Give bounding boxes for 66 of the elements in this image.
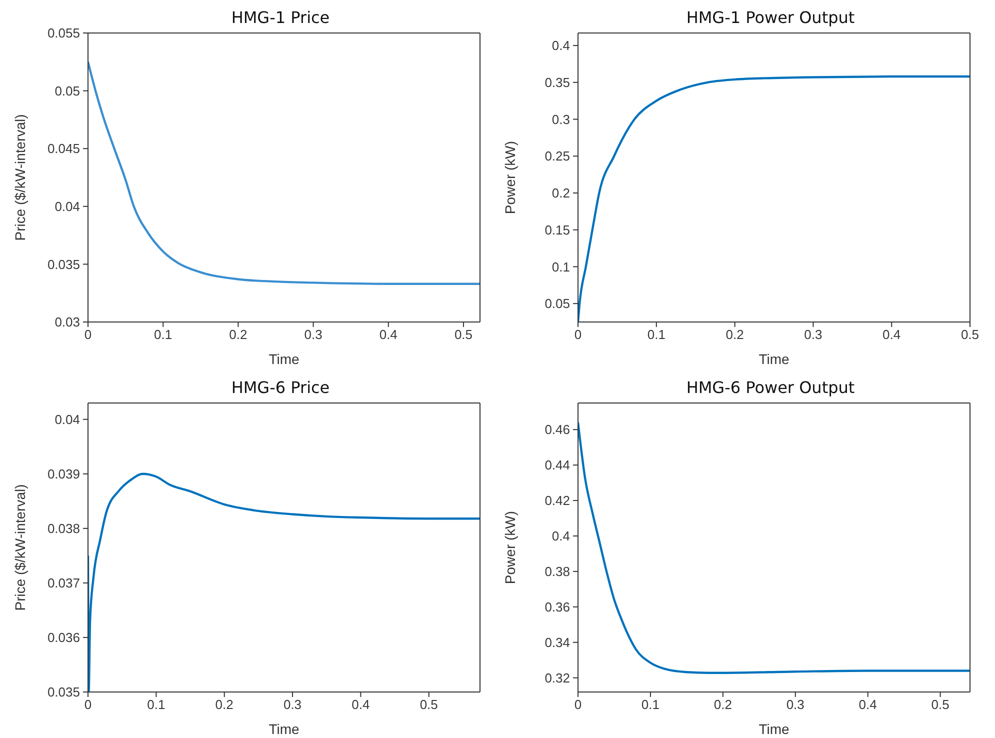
- y-tick-label: 0.3: [552, 112, 570, 127]
- x-tick-label: 0.3: [283, 697, 302, 712]
- x-tick-label: 0.2: [726, 327, 744, 342]
- x-tick-label: 0.5: [960, 327, 980, 342]
- x-tick-label: 0.4: [882, 327, 901, 342]
- y-axis-title: Power (kW): [502, 510, 518, 584]
- y-tick-label: 0.4: [552, 38, 570, 54]
- x-tick-label: 0.5: [931, 697, 950, 712]
- y-tick-label: 0.46: [544, 422, 570, 438]
- y-tick-label: 0.32: [544, 670, 570, 686]
- y-tick-label: 0.15: [544, 222, 570, 238]
- x-tick-label: 0: [574, 697, 582, 712]
- x-tick-label: 0.1: [647, 327, 666, 342]
- y-axis-title: Power (kW): [502, 140, 518, 214]
- x-tick-label: 0.1: [154, 327, 172, 342]
- y-tick-label: 0.036: [47, 630, 80, 646]
- x-tick-label: 0.3: [786, 697, 804, 712]
- y-axis-title: Price ($/kW-interval): [12, 114, 28, 241]
- y-tick-label: 0.35: [544, 75, 570, 90]
- line-series: [88, 60, 480, 285]
- x-axis-title: Time: [758, 721, 790, 737]
- y-tick-label: 0.038: [47, 521, 80, 536]
- chart-title: HMG-1 Power Output: [685, 8, 856, 28]
- y-tick-label: 0.25: [544, 148, 570, 164]
- line-series: [578, 421, 970, 674]
- y-tick-label: 0.035: [47, 256, 80, 272]
- x-axis-title: Time: [268, 721, 300, 737]
- y-tick-label: 0.03: [54, 314, 80, 330]
- x-tick-label: 0.3: [304, 327, 322, 342]
- y-tick-label: 0.1: [552, 259, 570, 274]
- chart-title: HMG-1 Price: [231, 8, 330, 27]
- x-tick-label: 0.1: [147, 697, 166, 712]
- x-tick-label: 0.3: [804, 327, 822, 342]
- y-tick-label: 0.037: [47, 576, 80, 591]
- y-tick-label: 0.44: [544, 458, 570, 473]
- x-tick-label: 0: [574, 327, 582, 342]
- y-tick-label: 0.4: [552, 528, 570, 544]
- y-tick-label: 0.039: [47, 466, 80, 482]
- x-tick-label: 0: [84, 697, 92, 712]
- y-tick-label: 0.36: [544, 600, 570, 615]
- y-tick-label: 0.04: [54, 412, 80, 427]
- x-tick-label: 0.4: [379, 327, 398, 342]
- y-tick-label: 0.035: [47, 684, 80, 700]
- chart-title: HMG-6 Price: [230, 378, 331, 398]
- x-axis-title: Time: [268, 351, 300, 367]
- x-tick-label: 0: [84, 327, 92, 342]
- x-axis-title: Time: [758, 351, 790, 367]
- y-axis-title: Price ($/kW-interval): [12, 484, 28, 611]
- y-tick-label: 0.34: [544, 634, 570, 650]
- y-tick-label: 0.04: [54, 199, 80, 214]
- chart-title: HMG-6 Power Output: [685, 378, 856, 398]
- y-tick-label: 0.38: [544, 564, 570, 580]
- x-tick-label: 0.5: [420, 697, 438, 712]
- x-tick-label: 0.2: [215, 697, 234, 712]
- x-tick-label: 0.2: [229, 327, 248, 342]
- x-tick-label: 0.2: [714, 697, 732, 712]
- y-tick-label: 0.42: [544, 493, 570, 508]
- x-tick-label: 0.5: [454, 327, 473, 342]
- x-tick-label: 0.1: [641, 697, 660, 712]
- y-tick-label: 0.05: [544, 296, 570, 312]
- y-tick-label: 0.05: [54, 83, 80, 98]
- y-tick-label: 0.2: [552, 186, 570, 201]
- y-tick-label: 0.045: [47, 141, 80, 156]
- x-tick-label: 0.4: [858, 697, 877, 712]
- x-tick-label: 0.4: [352, 697, 370, 712]
- y-tick-label: 0.055: [47, 26, 80, 41]
